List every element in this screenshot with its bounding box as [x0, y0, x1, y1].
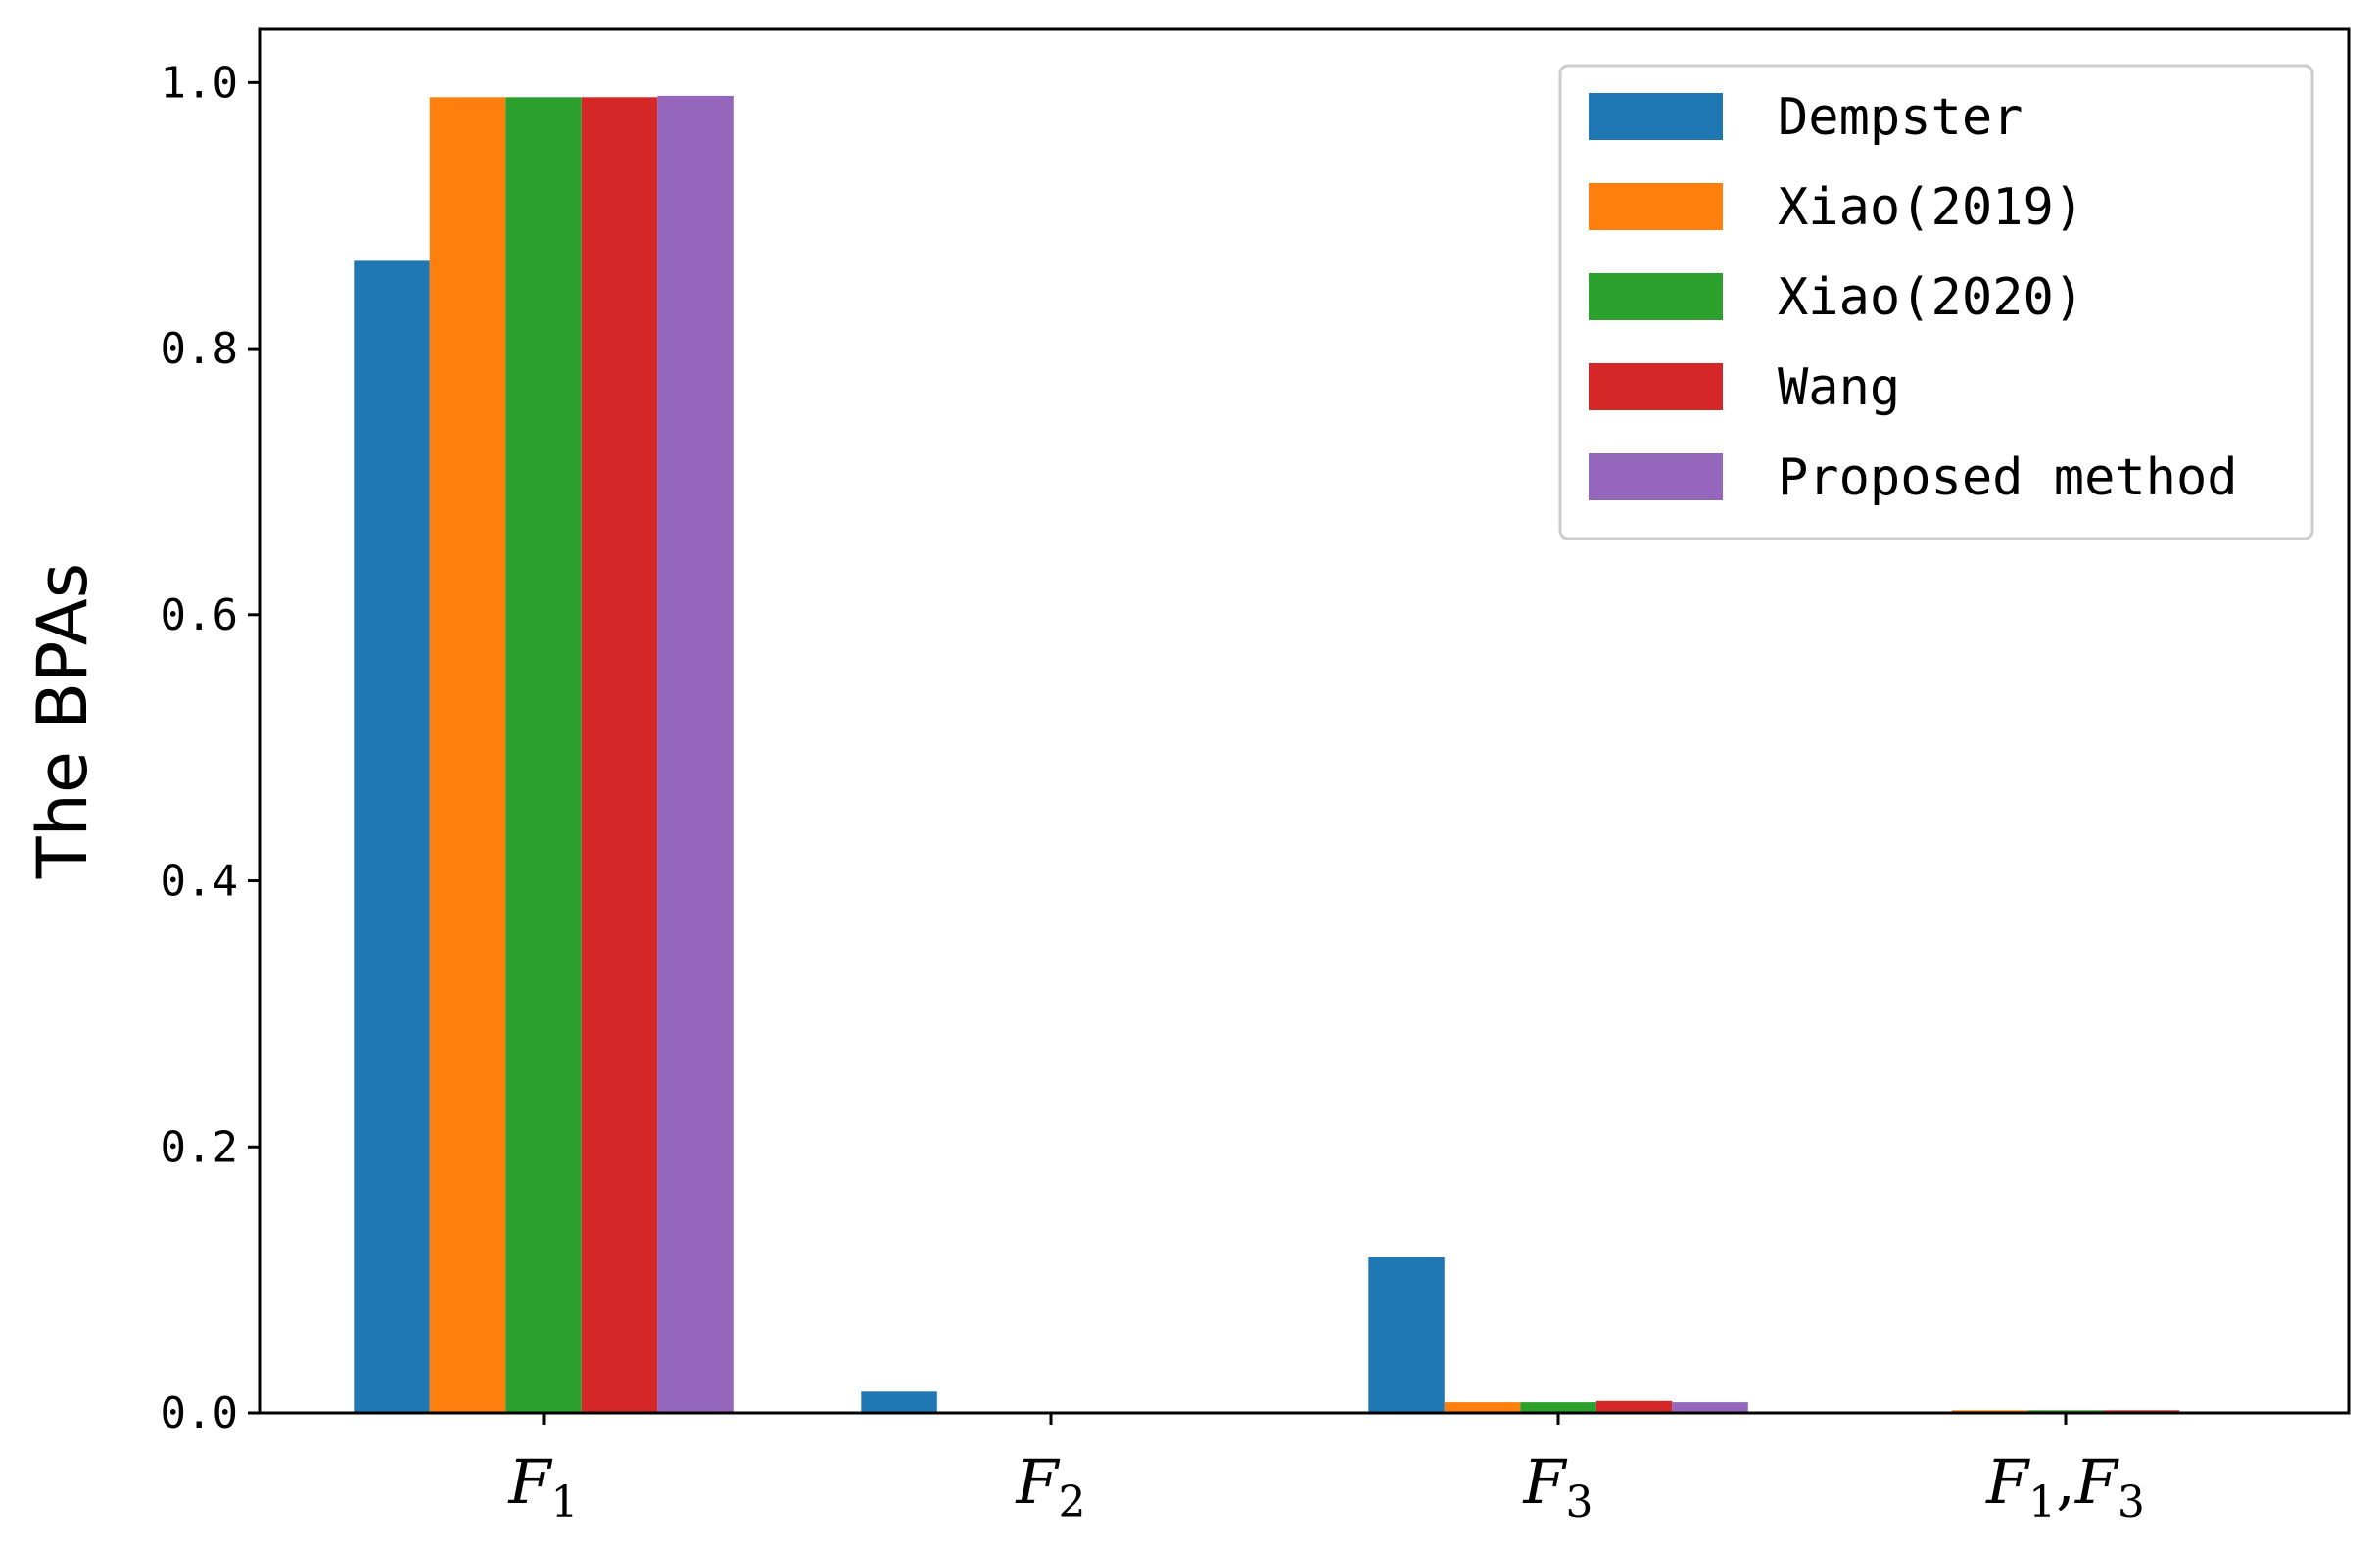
x-category-label-0: F1	[507, 1446, 578, 1527]
x-category-label-1: F2	[1015, 1446, 1085, 1527]
legend-swatch-1	[1589, 183, 1723, 230]
legend-label-3: Wang	[1778, 358, 1900, 417]
legend-label-4: Proposed method	[1778, 448, 2238, 507]
legend-swatch-0	[1589, 93, 1723, 140]
bar-dempster-1	[861, 1391, 937, 1413]
bar-dempster-2	[1368, 1257, 1445, 1413]
bar-xiao-2020--0	[505, 97, 582, 1413]
bar-dempster-0	[354, 260, 430, 1413]
legend-swatch-3	[1589, 363, 1723, 410]
y-tick-label-1: 0.2	[161, 1122, 238, 1172]
bar-wang-2	[1595, 1400, 1673, 1413]
legend-swatch-2	[1589, 273, 1723, 320]
y-tick-label-3: 0.6	[161, 590, 238, 640]
bar-xiao-2020--2	[1520, 1402, 1596, 1413]
y-tick-label-5: 1.0	[161, 58, 238, 108]
bar-proposed-method-0	[657, 95, 734, 1413]
legend-label-0: Dempster	[1778, 88, 2023, 147]
y-tick-label-2: 0.4	[161, 857, 238, 907]
bar-xiao-2019--2	[1444, 1402, 1521, 1413]
legend-box	[1558, 64, 2314, 540]
legend-label-1: Xiao(2019)	[1778, 178, 2084, 237]
legend: Dempster Xiao(2019) Xiao(2020) Wang Proposed…	[1558, 64, 2314, 540]
y-tick-label-4: 0.8	[161, 324, 238, 374]
x-category-label-3: F1,F3	[1985, 1446, 2145, 1527]
x-category-label-2: F3	[1522, 1446, 1593, 1527]
bar-wang-0	[581, 97, 658, 1413]
plot-frame	[258, 27, 2351, 1415]
bar-xiao-2019--0	[429, 97, 506, 1413]
y-axis-title: The BPAs	[23, 563, 103, 880]
y-tick-label-0: 0.0	[161, 1388, 238, 1438]
legend-label-2: Xiao(2020)	[1778, 268, 2084, 327]
legend-swatch-4	[1589, 453, 1723, 500]
bars-group	[354, 95, 2256, 1413]
bar-proposed-method-2	[1672, 1402, 1748, 1413]
